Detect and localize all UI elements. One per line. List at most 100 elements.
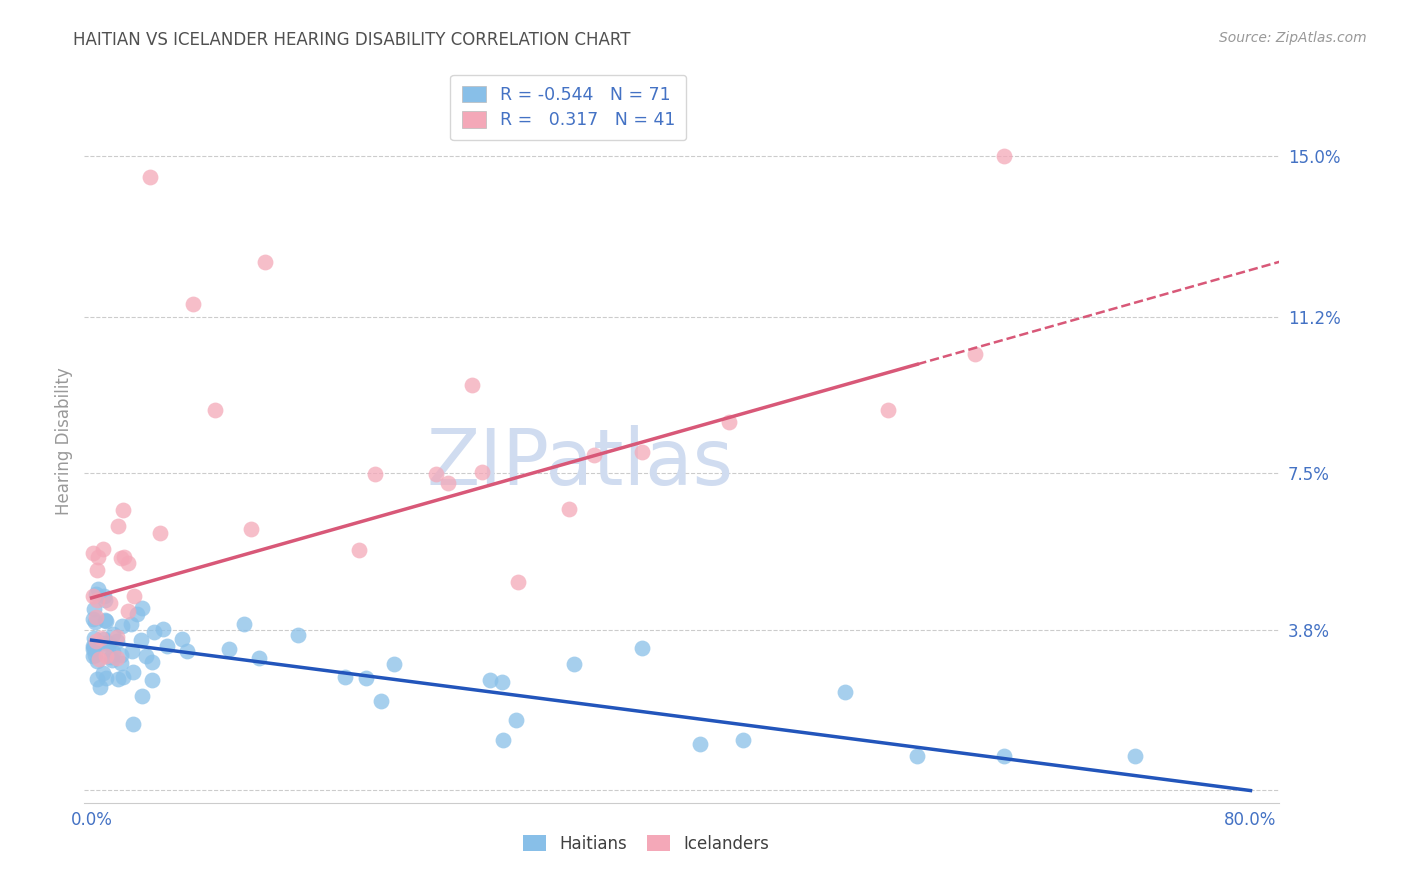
Point xyxy=(98,635,121,649)
Point xyxy=(84,610,107,624)
Point xyxy=(84,587,107,601)
Point xyxy=(101,626,124,640)
Point xyxy=(471,465,494,479)
Point xyxy=(86,654,108,668)
Point xyxy=(141,655,163,669)
Point xyxy=(583,448,606,462)
Point xyxy=(94,648,117,663)
Point xyxy=(90,631,112,645)
Point xyxy=(107,672,129,686)
Text: Source: ZipAtlas.com: Source: ZipAtlas.com xyxy=(1219,31,1367,45)
Point xyxy=(370,694,392,708)
Text: ZIPatlas: ZIPatlas xyxy=(427,425,734,501)
Point xyxy=(384,657,406,671)
Point xyxy=(425,467,447,481)
Point xyxy=(356,671,378,685)
Point xyxy=(110,648,132,663)
Point xyxy=(156,640,179,654)
Point xyxy=(204,402,226,417)
Point xyxy=(121,644,143,658)
Point xyxy=(437,475,460,490)
Point xyxy=(905,749,928,764)
Point xyxy=(491,733,513,747)
Point xyxy=(86,563,108,577)
Point xyxy=(505,713,527,727)
Point xyxy=(105,633,128,648)
Point xyxy=(105,651,128,665)
Point xyxy=(121,717,143,731)
Point xyxy=(84,634,107,648)
Point xyxy=(89,651,111,665)
Point xyxy=(717,415,740,429)
Point xyxy=(107,519,129,533)
Point xyxy=(254,255,277,269)
Point xyxy=(82,546,104,560)
Point xyxy=(965,346,987,360)
Point xyxy=(87,582,110,597)
Point xyxy=(172,632,194,647)
Point xyxy=(94,593,117,607)
Point xyxy=(111,619,134,633)
Point xyxy=(138,170,160,185)
Point xyxy=(141,673,163,687)
Point xyxy=(508,575,530,590)
Point xyxy=(247,651,270,665)
Point xyxy=(120,616,142,631)
Point xyxy=(94,614,117,628)
Point xyxy=(94,672,117,686)
Point xyxy=(93,632,115,646)
Point xyxy=(86,593,108,607)
Point xyxy=(562,657,585,671)
Point xyxy=(93,635,115,649)
Point xyxy=(112,550,135,565)
Point xyxy=(122,589,145,603)
Point xyxy=(110,656,132,670)
Point xyxy=(82,641,104,656)
Point xyxy=(689,737,711,751)
Point xyxy=(101,653,124,667)
Point xyxy=(333,670,356,684)
Point xyxy=(82,639,104,653)
Point xyxy=(82,611,104,625)
Point xyxy=(491,674,513,689)
Point xyxy=(112,503,135,517)
Point xyxy=(82,649,104,664)
Point xyxy=(557,502,579,516)
Point xyxy=(287,628,309,642)
Point xyxy=(364,467,387,481)
Point xyxy=(631,640,654,655)
Point xyxy=(87,550,110,565)
Point xyxy=(117,556,139,570)
Point xyxy=(110,550,132,565)
Point xyxy=(131,633,153,648)
Point xyxy=(89,680,111,694)
Point xyxy=(240,522,263,536)
Point xyxy=(877,403,900,417)
Point xyxy=(479,673,502,688)
Point xyxy=(83,632,105,646)
Point xyxy=(733,733,755,747)
Point xyxy=(112,670,135,684)
Point xyxy=(84,648,107,662)
Point xyxy=(218,642,240,657)
Y-axis label: Hearing Disability: Hearing Disability xyxy=(55,368,73,516)
Point xyxy=(631,445,654,459)
Point xyxy=(149,526,172,541)
Point xyxy=(83,640,105,655)
Point xyxy=(117,604,139,618)
Legend: Haitians, Icelanders: Haitians, Icelanders xyxy=(516,828,776,860)
Point xyxy=(834,684,856,698)
Point xyxy=(176,643,198,657)
Point xyxy=(461,377,484,392)
Point xyxy=(83,602,105,616)
Point xyxy=(122,665,145,679)
Point xyxy=(101,645,124,659)
Point xyxy=(152,622,174,636)
Point xyxy=(993,149,1015,163)
Point xyxy=(93,541,115,556)
Point xyxy=(993,749,1015,764)
Point xyxy=(86,673,108,687)
Point xyxy=(94,615,117,629)
Point xyxy=(91,665,114,680)
Point xyxy=(1123,749,1146,764)
